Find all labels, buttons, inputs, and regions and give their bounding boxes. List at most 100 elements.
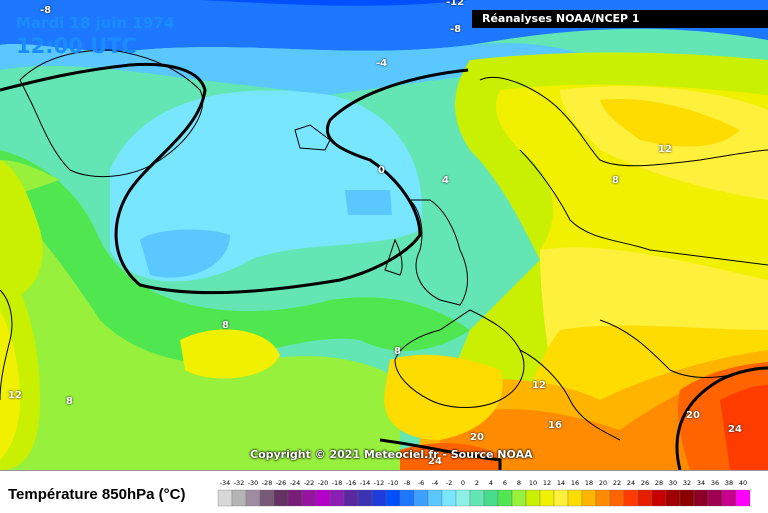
contour-label: 8: [612, 175, 619, 186]
scale-tick-label: 2: [475, 479, 479, 487]
scale-tick-label: 12: [543, 479, 551, 487]
scale-tick-label: 18: [585, 479, 593, 487]
scale-tick-label: -34: [220, 479, 231, 487]
scale-swatch: [707, 489, 723, 507]
scale-swatch: [413, 489, 429, 507]
scale-swatch: [399, 489, 415, 507]
contour-label: 24: [428, 456, 442, 467]
contour-label: -8: [450, 24, 462, 35]
scale-swatch: [511, 489, 527, 507]
scale-tick-label: -10: [388, 479, 399, 487]
scale-tick-label: -14: [360, 479, 371, 487]
scale-tick-label: -16: [346, 479, 357, 487]
contour-label: 12: [658, 144, 672, 155]
time-label: 12:00 UTC: [16, 34, 137, 58]
scale-swatch: [301, 489, 317, 507]
scale-tick-label: 30: [669, 479, 677, 487]
scale-swatch: [371, 489, 387, 507]
scale-swatch: [455, 489, 471, 507]
scale-swatch: [553, 489, 569, 507]
scale-tick-label: 14: [557, 479, 565, 487]
copyright-label: Copyright © 2021 Meteociel.fr - Source N…: [250, 448, 533, 461]
scale-tick-label: 16: [571, 479, 579, 487]
scale-swatch: [665, 489, 681, 507]
scale-swatch: [427, 489, 443, 507]
scale-swatch: [623, 489, 639, 507]
scale-tick-label: -4: [432, 479, 438, 487]
scale-tick-label: 38: [725, 479, 733, 487]
contour-label: 20: [686, 410, 700, 421]
scale-tick-label: -20: [318, 479, 329, 487]
scale-swatch: [735, 489, 751, 507]
scale-tick-label: -26: [276, 479, 287, 487]
scale-tick-label: 34: [697, 479, 705, 487]
date-label: Mardi 18 juin 1974: [16, 14, 175, 32]
scale-swatch: [287, 489, 303, 507]
scale-tick-label: 8: [517, 479, 521, 487]
scale-tick-label: 0: [461, 479, 465, 487]
scale-tick-label: 4: [489, 479, 493, 487]
scale-tick-label: -24: [290, 479, 301, 487]
scale-tick-label: -8: [404, 479, 410, 487]
scale-swatch: [637, 489, 653, 507]
scale-swatch: [343, 489, 359, 507]
scale-tick-label: -30: [248, 479, 259, 487]
contour-label: 20: [470, 432, 484, 443]
scale-swatch: [693, 489, 709, 507]
scale-swatch: [721, 489, 737, 507]
scale-swatch: [315, 489, 331, 507]
scale-tick-label: 20: [599, 479, 607, 487]
scale-swatch: [581, 489, 597, 507]
scale-tick-label: 40: [739, 479, 747, 487]
contour-label: 12: [8, 390, 22, 401]
scale-swatch: [497, 489, 513, 507]
scale-swatch: [679, 489, 695, 507]
scale-tick-label: -28: [262, 479, 273, 487]
scale-tick-label: -12: [374, 479, 385, 487]
scale-tick-label: -6: [418, 479, 424, 487]
contour-label: 4: [442, 175, 449, 186]
scale-tick-label: -32: [234, 479, 245, 487]
contour-label: -4: [376, 58, 388, 69]
contour-label: -8: [40, 5, 52, 16]
color-scale: -34 -32 -30 -28 -26 -24 -22 -20 -18 -16 -14 -12 -10-…: [217, 479, 751, 507]
contour-label: 12: [532, 380, 546, 391]
contour-label: 0: [378, 165, 385, 176]
scale-tick-label: 22: [613, 479, 621, 487]
scale-swatch: [525, 489, 541, 507]
contour-label: 8: [394, 346, 401, 357]
source-label: Réanalyses NOAA/NCEP 1: [472, 10, 768, 28]
scale-tick-label: 32: [683, 479, 691, 487]
scale-tick-label: 36: [711, 479, 719, 487]
scale-tick-label: -2: [446, 479, 452, 487]
scale-swatch: [245, 489, 261, 507]
scale-swatch: [329, 489, 345, 507]
contour-label: 24: [728, 424, 742, 435]
scale-tick-label: 24: [627, 479, 635, 487]
scale-swatch: [259, 489, 275, 507]
legend-title: Température 850hPa (°C): [8, 486, 186, 503]
scale-swatch: [441, 489, 457, 507]
contour-label: 8: [222, 320, 229, 331]
scale-swatch: [651, 489, 667, 507]
scale-swatch: [595, 489, 611, 507]
contour-label: 16: [548, 420, 562, 431]
scale-tick-label: -18: [332, 479, 343, 487]
scale-swatch: [273, 489, 289, 507]
contour-label: -12: [446, 0, 465, 8]
scale-tick-label: -22: [304, 479, 315, 487]
contour-label: 8: [66, 396, 73, 407]
scale-tick-label: 26: [641, 479, 649, 487]
scale-tick-label: 28: [655, 479, 663, 487]
scale-swatch: [231, 489, 247, 507]
scale-swatch: [609, 489, 625, 507]
scale-swatch: [539, 489, 555, 507]
scale-swatch: [483, 489, 499, 507]
temperature-map: [0, 0, 768, 470]
scale-tick-label: 6: [503, 479, 507, 487]
scale-swatch: [357, 489, 373, 507]
scale-swatch: [469, 489, 485, 507]
scale-swatch: [217, 489, 233, 507]
scale-swatch: [385, 489, 401, 507]
